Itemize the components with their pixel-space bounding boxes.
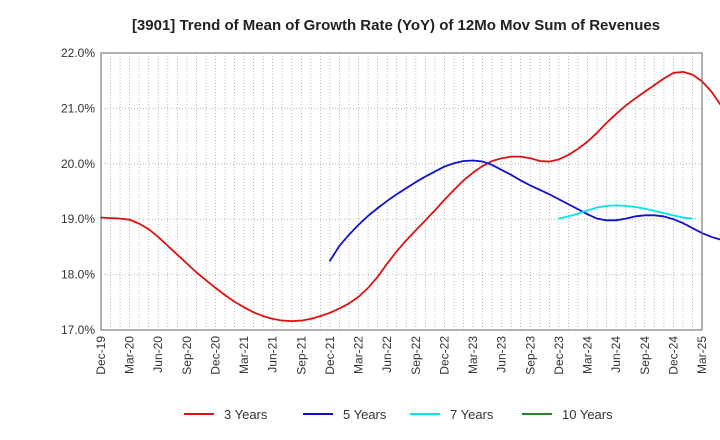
y-tick-label: 22.0% xyxy=(61,46,95,60)
x-tick-label: Dec-20 xyxy=(208,336,222,375)
x-tick-label: Sep-23 xyxy=(523,336,537,375)
y-tick-label: 19.0% xyxy=(61,212,95,226)
x-tick-label: Dec-22 xyxy=(437,336,451,375)
x-tick-label: Jun-24 xyxy=(609,336,623,373)
plot-border xyxy=(100,52,703,331)
legend-label: 7 Years xyxy=(450,407,494,422)
x-tick-label: Mar-23 xyxy=(466,336,480,374)
legend: 3 Years 5 Years 7 Years 10 Years xyxy=(184,407,613,422)
series-line-5-years xyxy=(329,159,720,262)
x-tick-label: Jun-20 xyxy=(151,336,165,373)
series-line-3-years xyxy=(100,70,720,323)
x-tick-label: Dec-21 xyxy=(323,336,337,375)
y-tick-label: 21.0% xyxy=(61,101,95,115)
x-tick-label: Jun-23 xyxy=(495,336,509,373)
x-tick-label: Mar-24 xyxy=(581,336,595,374)
x-tick-label: Jun-22 xyxy=(380,336,394,373)
x-tick-label: Sep-22 xyxy=(409,336,423,375)
x-tick-label: Mar-22 xyxy=(352,336,366,374)
series-group xyxy=(100,70,720,323)
y-tick-label: 20.0% xyxy=(61,157,95,171)
y-axis: 17.0% 18.0% 19.0% 20.0% 21.0% 22.0% xyxy=(61,46,95,337)
x-tick-label: Mar-20 xyxy=(123,336,137,374)
x-tick-label: Sep-24 xyxy=(638,336,652,375)
x-tick-label: Sep-21 xyxy=(294,336,308,375)
x-tick-label: Dec-23 xyxy=(552,336,566,375)
x-tick-label: Mar-25 xyxy=(695,336,709,374)
series-line-7-years xyxy=(558,204,694,220)
legend-label: 10 Years xyxy=(562,407,613,422)
legend-label: 5 Years xyxy=(343,407,387,422)
y-tick-label: 18.0% xyxy=(61,268,95,282)
x-tick-label: Sep-20 xyxy=(180,336,194,375)
chart-title: [3901] Trend of Mean of Growth Rate (YoY… xyxy=(132,17,660,34)
x-tick-label: Dec-19 xyxy=(94,336,108,375)
x-tick-label: Mar-21 xyxy=(237,336,251,374)
legend-label: 3 Years xyxy=(224,407,268,422)
x-tick-label: Jun-21 xyxy=(266,336,280,373)
x-tick-label: Dec-24 xyxy=(666,336,680,375)
x-axis: Dec-19 Mar-20 Jun-20 Sep-20 Dec-20 Mar-21 Jun-… xyxy=(94,336,709,375)
grid xyxy=(101,53,702,330)
y-tick-label: 17.0% xyxy=(61,323,95,337)
